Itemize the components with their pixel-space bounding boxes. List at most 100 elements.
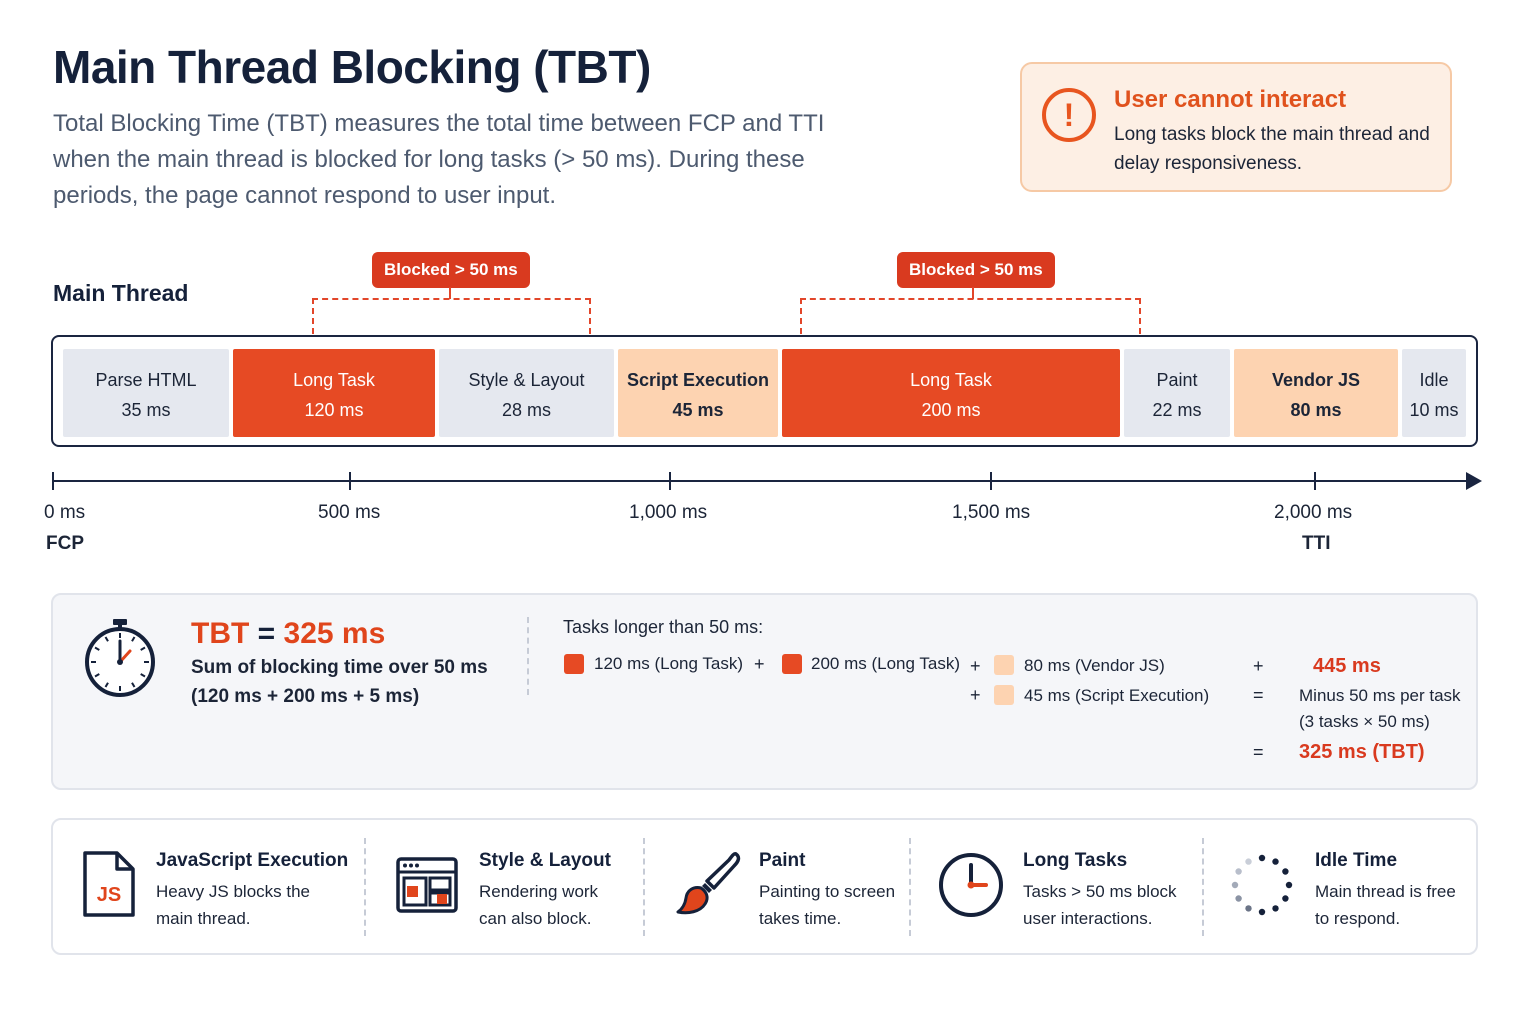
task-duration: 28 ms xyxy=(501,400,552,420)
tbt-result: 325 ms (TBT) xyxy=(1299,741,1425,763)
legend-line: main thread. xyxy=(156,909,251,928)
task-idle: Idle 10 ms xyxy=(1402,349,1466,437)
task-script-execution: Script Execution 45 ms xyxy=(618,349,778,437)
legend-text: Tasks > 50 ms block user interactions. xyxy=(1023,878,1177,932)
blocked-bracket-1 xyxy=(312,298,591,334)
plus-sign: + xyxy=(970,656,981,676)
legend-text: Main thread is free to respond. xyxy=(1315,878,1456,932)
task-name: Paint xyxy=(1156,370,1198,390)
axis-tick xyxy=(349,472,351,490)
legend-line: user interactions. xyxy=(1023,909,1153,928)
plus-sign: + xyxy=(970,685,981,705)
legend-title: Idle Time xyxy=(1315,850,1398,871)
legend-item-long-tasks: Long Tasks Tasks > 50 ms block user inte… xyxy=(910,820,1202,953)
equals-sign: = xyxy=(1253,742,1264,762)
js-file-icon: JS xyxy=(83,851,135,917)
bracket-stem-2 xyxy=(972,287,974,299)
tti-label: TTI xyxy=(1302,533,1331,554)
task-vendor-js: Vendor JS 80 ms xyxy=(1234,349,1398,437)
fcp-label: FCP xyxy=(46,533,84,554)
task-duration: 35 ms xyxy=(121,400,171,420)
legend-text: Painting to screen takes time. xyxy=(759,878,895,932)
task-paint: Paint 22 ms xyxy=(1124,349,1230,437)
axis-tick xyxy=(669,472,671,490)
long-task-swatch xyxy=(564,654,584,674)
task-duration: 80 ms xyxy=(1290,400,1342,420)
legend-title: Style & Layout xyxy=(479,850,611,871)
page-title: Main Thread Blocking (TBT) xyxy=(53,41,651,93)
legend-line: Heavy JS blocks the xyxy=(156,882,311,901)
task-name: Long Task xyxy=(293,370,375,390)
task-name: Style & Layout xyxy=(468,370,585,390)
axis-arrowhead xyxy=(1466,472,1482,490)
legend-text: Rendering work can also block. xyxy=(479,878,598,932)
page-subtitle: Total Blocking Time (TBT) measures the t… xyxy=(53,110,825,209)
task-long-task-1: Long Task 120 ms xyxy=(233,349,435,437)
tbt-equals-sign: = xyxy=(257,617,276,650)
task-duration: 22 ms xyxy=(1152,400,1202,420)
task-name: Parse HTML xyxy=(95,370,197,390)
tasks-heading: Tasks longer than 50 ms: xyxy=(563,617,764,637)
tbt-acronym: TBT xyxy=(191,617,250,650)
clock-icon xyxy=(939,853,1003,917)
medium-task-swatch xyxy=(994,685,1014,705)
legend-line: takes time. xyxy=(759,909,842,928)
axis-tick xyxy=(990,472,992,490)
tbt-formula-heading: TBT = 325 ms xyxy=(191,617,385,651)
legend-line: can also block. xyxy=(479,909,592,928)
task-item-45: 45 ms (Script Execution) xyxy=(1024,686,1210,705)
legend-panel: JS JavaScript Execution Heavy JS blocks … xyxy=(51,818,1478,955)
axis-label-2000: 2,000 ms xyxy=(1274,502,1353,523)
tbt-desc-line2: (120 ms + 200 ms + 5 ms) xyxy=(191,686,420,707)
task-name: Idle xyxy=(1419,370,1449,390)
layout-window-icon xyxy=(396,857,458,913)
task-name: Script Execution xyxy=(626,370,770,390)
callout-title: User cannot interact xyxy=(1114,86,1347,113)
task-duration: 10 ms xyxy=(1409,400,1459,420)
plus-sign: + xyxy=(754,654,765,674)
legend-line: Main thread is free xyxy=(1315,882,1456,901)
axis-tick xyxy=(1314,472,1316,490)
user-cannot-interact-callout: ! User cannot interact Long tasks block … xyxy=(1020,62,1452,192)
sum-total: 445 ms xyxy=(1313,655,1381,677)
legend-item-javascript: JS JavaScript Execution Heavy JS blocks … xyxy=(53,820,363,953)
task-duration: 200 ms xyxy=(921,400,981,420)
stopwatch-icon xyxy=(85,619,155,697)
medium-task-swatch xyxy=(994,655,1014,675)
long-task-swatch xyxy=(782,654,802,674)
axis-label-500: 500 ms xyxy=(318,502,381,523)
axis-label-1000: 1,000 ms xyxy=(629,502,708,523)
idle-spinner-icon xyxy=(1231,854,1293,916)
legend-divider xyxy=(909,838,911,936)
bracket-stem-1 xyxy=(449,287,451,299)
legend-line: Rendering work xyxy=(479,882,599,901)
svg-text:JS: JS xyxy=(97,884,121,906)
summary-divider xyxy=(527,617,529,695)
axis-label-0: 0 ms xyxy=(44,502,86,523)
legend-title: Paint xyxy=(759,850,806,871)
tbt-description: Sum of blocking time over 50 ms (120 ms … xyxy=(191,653,488,711)
tbt-value: 325 ms xyxy=(283,617,386,650)
legend-text: Heavy JS blocks the main thread. xyxy=(156,878,310,932)
task-long-task-2: Long Task 200 ms xyxy=(782,349,1120,437)
tbt-desc-line1: Sum of blocking time over 50 ms xyxy=(191,657,488,678)
main-thread-track: Parse HTML 35 ms Long Task 120 ms Style … xyxy=(51,335,1478,447)
main-thread-label: Main Thread xyxy=(53,280,189,306)
blocked-badge-2: Blocked > 50 ms xyxy=(897,252,1055,288)
equals-sign: = xyxy=(1253,685,1264,705)
legend-line: Painting to screen xyxy=(759,882,896,901)
task-name: Long Task xyxy=(910,370,992,390)
legend-title: JavaScript Execution xyxy=(156,850,349,871)
task-item-80: 80 ms (Vendor JS) xyxy=(1024,656,1165,675)
blocked-bracket-2 xyxy=(800,298,1141,334)
legend-line: to respond. xyxy=(1315,909,1401,928)
task-style-layout: Style & Layout 28 ms xyxy=(439,349,614,437)
legend-line: Tasks > 50 ms block xyxy=(1023,882,1177,901)
minus-note-detail: (3 tasks × 50 ms) xyxy=(1299,712,1430,731)
legend-title: Long Tasks xyxy=(1023,850,1128,871)
legend-divider xyxy=(1202,838,1204,936)
callout-text: Long tasks block the main thread and del… xyxy=(1114,124,1430,174)
task-parse-html: Parse HTML 35 ms xyxy=(63,349,229,437)
task-duration: 120 ms xyxy=(304,400,364,420)
legend-item-style-layout: Style & Layout Rendering work can also b… xyxy=(365,820,643,953)
